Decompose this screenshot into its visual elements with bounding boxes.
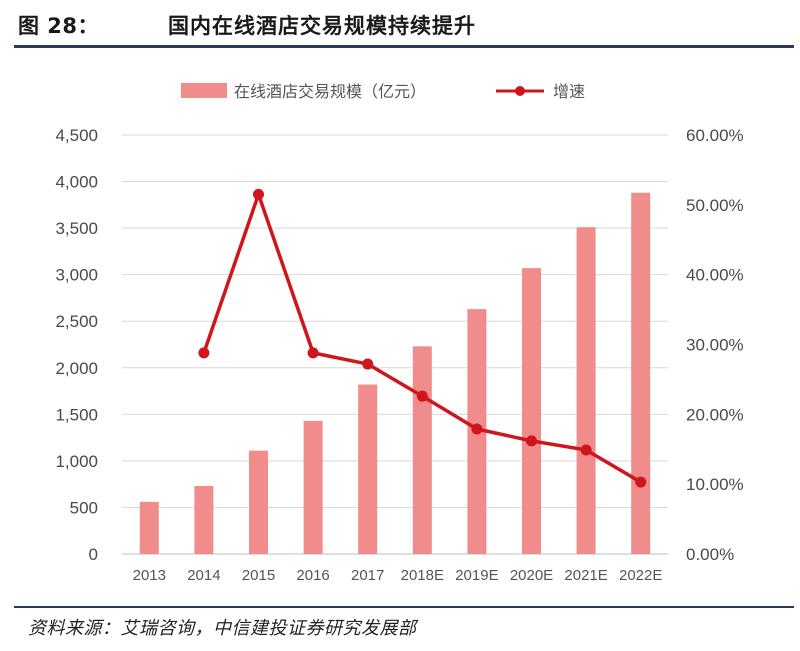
left-axis-tick-label: 1,000 bbox=[55, 452, 98, 471]
right-axis-tick-label: 30.00% bbox=[686, 336, 744, 355]
x-axis-tick-label: 2022E bbox=[619, 567, 662, 584]
legend-label-line: 增速 bbox=[553, 82, 585, 101]
left-axis-tick-label: 3,000 bbox=[55, 266, 98, 285]
legend-swatch-marker bbox=[515, 86, 525, 96]
left-axis-tick-label: 4,500 bbox=[55, 126, 98, 145]
bottom-rule bbox=[14, 606, 794, 608]
x-axis-tick-label: 2017 bbox=[351, 567, 384, 584]
left-axis-tick-label: 500 bbox=[70, 498, 98, 517]
line-series bbox=[198, 188, 647, 488]
bar bbox=[358, 384, 378, 554]
right-axis-tick-label: 40.00% bbox=[686, 266, 744, 285]
growth-point bbox=[416, 390, 428, 402]
x-axis-tick-label: 2016 bbox=[296, 567, 329, 584]
combo-chart: 0 500 1,000 1,500 2,000 2,500 3,000 3,500 4,000 4… bbox=[55, 82, 744, 584]
right-axis-tick-label: 20.00% bbox=[686, 405, 744, 424]
legend: 在线酒店交易规模（亿元） 增速 bbox=[181, 82, 585, 101]
bar bbox=[194, 486, 214, 554]
x-axis-tick-label: 2015 bbox=[242, 567, 275, 584]
left-axis-ticks: 0 500 1,000 1,500 2,000 2,500 3,000 3,500 4,000 4… bbox=[55, 126, 98, 564]
growth-point bbox=[635, 476, 647, 488]
right-axis-tick-label: 60.00% bbox=[686, 126, 744, 145]
left-axis-tick-label: 1,500 bbox=[55, 405, 98, 424]
bar bbox=[631, 192, 651, 554]
bar bbox=[303, 420, 323, 554]
legend-swatch-bar bbox=[181, 83, 227, 98]
x-axis-tick-label: 2020E bbox=[510, 567, 553, 584]
growth-point bbox=[253, 188, 264, 200]
growth-point bbox=[471, 423, 483, 435]
figure-label: 图 28： bbox=[18, 14, 100, 38]
left-axis-tick-label: 4,000 bbox=[55, 173, 98, 192]
right-axis-tick-label: 0.00% bbox=[686, 545, 734, 564]
source-note: 资料来源：艾瑞咨询，中信建投证券研究发展部 bbox=[28, 618, 417, 639]
growth-point bbox=[580, 444, 592, 456]
x-axis-tick-label: 2018E bbox=[401, 567, 444, 584]
x-axis-tick-label: 2014 bbox=[187, 567, 220, 584]
bar bbox=[522, 268, 541, 554]
growth-point bbox=[198, 347, 210, 359]
right-axis-tick-label: 10.00% bbox=[686, 475, 744, 494]
growth-point bbox=[362, 358, 374, 370]
x-axis-tick-label: 2021E bbox=[564, 567, 607, 584]
growth-point bbox=[526, 435, 537, 447]
x-axis-tick-label: 2013 bbox=[133, 567, 166, 584]
left-axis-tick-label: 0 bbox=[89, 545, 98, 564]
bar-series bbox=[139, 192, 651, 554]
x-axis-ticks: 2013 2014 2015 2016 2017 2018E 2019E 2020E 2021E… bbox=[133, 567, 663, 584]
growth-point bbox=[307, 347, 319, 359]
right-axis-ticks: 0.00% 10.00% 20.00% 30.00% 40.00% 50.00% 60.00… bbox=[686, 126, 744, 564]
legend-label-bar: 在线酒店交易规模（亿元） bbox=[234, 82, 426, 101]
left-axis-tick-label: 2,000 bbox=[55, 359, 98, 378]
left-axis-tick-label: 2,500 bbox=[55, 312, 98, 331]
bar bbox=[139, 501, 159, 554]
right-axis-tick-label: 50.00% bbox=[686, 196, 744, 215]
bar bbox=[412, 346, 432, 554]
figure-title: 国内在线酒店交易规模持续提升 bbox=[168, 14, 476, 38]
figure-header: 图 28： 国内在线酒店交易规模持续提升 bbox=[0, 0, 800, 46]
top-rule bbox=[14, 45, 794, 48]
bar bbox=[249, 450, 268, 554]
bar bbox=[576, 227, 596, 554]
left-axis-tick-label: 3,500 bbox=[55, 219, 98, 238]
x-axis-tick-label: 2019E bbox=[455, 567, 498, 584]
